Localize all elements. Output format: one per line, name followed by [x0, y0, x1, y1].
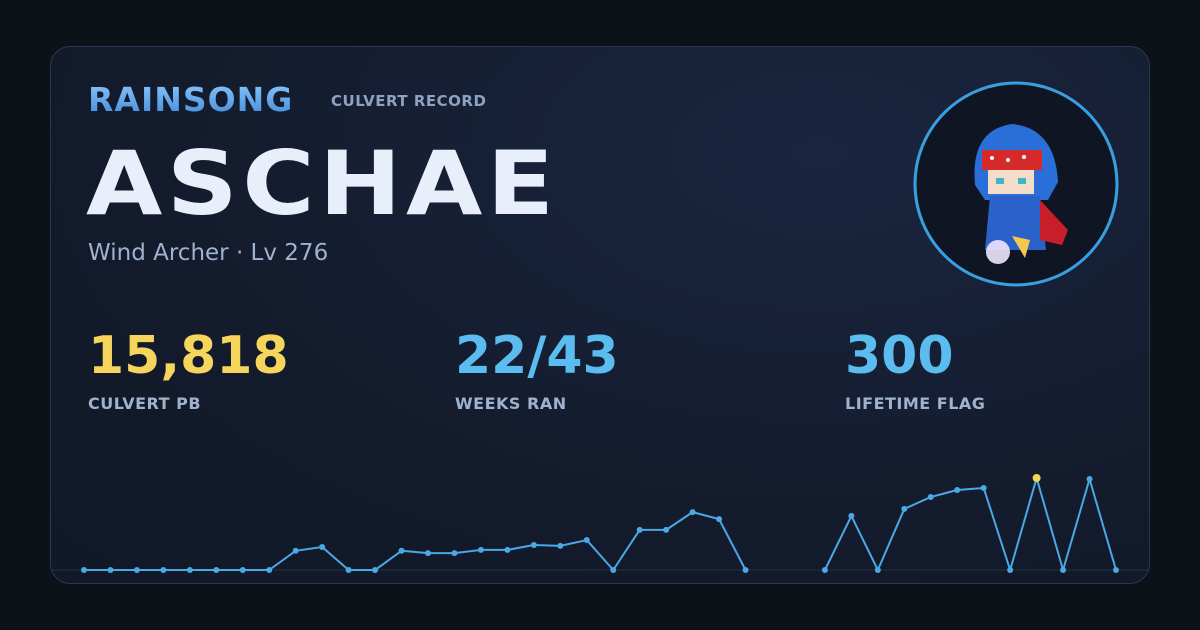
data-point: [398, 547, 405, 554]
data-point: [874, 567, 881, 573]
character-name: ASCHAE: [86, 132, 559, 235]
stat-label: WEEKS RAN: [455, 394, 567, 413]
data-point: [133, 567, 140, 573]
data-point: [504, 546, 511, 553]
data-point: [160, 567, 167, 573]
data-point: [239, 567, 246, 573]
data-point: [372, 567, 379, 573]
data-point: [848, 512, 855, 519]
data-point: [716, 516, 723, 523]
data-point: [1086, 475, 1093, 482]
data-point: [451, 550, 458, 557]
brand: RAINSONG: [88, 80, 294, 119]
data-point: [663, 526, 670, 533]
data-point: [636, 526, 643, 533]
data-point: [345, 567, 352, 573]
data-point: [821, 567, 828, 573]
data-point: [319, 544, 326, 551]
data-point: [1007, 567, 1014, 573]
avatar: [913, 81, 1119, 287]
tag: CULVERT RECORD: [331, 92, 487, 110]
data-point: [213, 567, 220, 573]
data-point: [927, 494, 934, 501]
data-point: [742, 567, 749, 573]
data-point: [901, 505, 908, 512]
stat-label: LIFETIME FLAG: [845, 394, 986, 413]
data-point: [557, 542, 564, 549]
data-point: [477, 546, 484, 553]
character-subtitle: Wind Archer · Lv 276: [88, 240, 329, 266]
data-point: [186, 567, 193, 573]
stat-value: 22/43: [455, 326, 619, 386]
data-point: [292, 547, 299, 554]
data-point: [1113, 567, 1119, 573]
data-point: [689, 509, 696, 516]
stat-value: 300: [845, 326, 954, 386]
data-point: [425, 550, 431, 557]
stat-value: 15,818: [88, 326, 289, 386]
data-point: [610, 567, 617, 573]
data-point: [980, 484, 987, 491]
sparkline: [84, 511, 747, 571]
data-point: [583, 537, 590, 544]
data-point: [954, 487, 961, 494]
data-point: [1060, 567, 1067, 573]
data-point: [81, 567, 87, 573]
sparkline: [824, 477, 1117, 571]
data-point: [1032, 474, 1041, 482]
data-point: [107, 567, 114, 573]
data-point: [530, 541, 537, 548]
stat-label: CULVERT PB: [88, 394, 202, 413]
data-point: [266, 567, 273, 573]
